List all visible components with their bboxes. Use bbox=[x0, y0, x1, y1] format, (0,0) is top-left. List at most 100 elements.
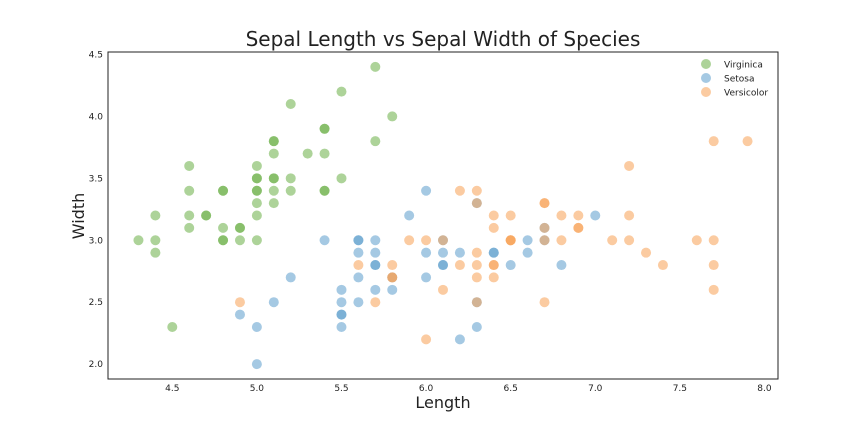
versicolor-point bbox=[607, 235, 618, 246]
setosa-point bbox=[353, 235, 364, 246]
virginica-point bbox=[302, 148, 313, 159]
virginica-point bbox=[370, 136, 381, 147]
virginica-point bbox=[285, 185, 296, 196]
setosa-point bbox=[234, 309, 245, 320]
setosa-point bbox=[522, 247, 533, 258]
x-tick-label: 8.0 bbox=[757, 384, 772, 394]
virginica-point bbox=[218, 235, 229, 246]
versicolor-point bbox=[471, 272, 482, 283]
virginica-point bbox=[251, 235, 262, 246]
setosa-point bbox=[353, 272, 364, 283]
versicolor-point bbox=[421, 334, 432, 345]
versicolor-point bbox=[573, 210, 584, 221]
setosa-point bbox=[370, 235, 381, 246]
y-tick-label: 3.5 bbox=[89, 174, 103, 184]
virginica-point bbox=[184, 222, 195, 233]
legend: Virginica Setosa Versicolor bbox=[701, 59, 768, 99]
setosa-point bbox=[319, 235, 330, 246]
versicolor-point bbox=[471, 297, 482, 308]
versicolor-point bbox=[438, 284, 448, 295]
versicolor-point bbox=[471, 198, 482, 209]
versicolor-point bbox=[471, 260, 482, 271]
setosa-point bbox=[353, 297, 364, 308]
setosa-point bbox=[370, 284, 381, 295]
virginica-point bbox=[285, 99, 296, 110]
virginica-point bbox=[201, 210, 212, 221]
versicolor-point bbox=[438, 235, 448, 246]
y-tick-label: 2.5 bbox=[89, 298, 103, 308]
setosa-point bbox=[251, 321, 262, 332]
versicolor-point bbox=[708, 284, 719, 295]
versicolor-point bbox=[641, 247, 652, 258]
virginica-point bbox=[268, 198, 279, 209]
versicolor-point bbox=[539, 235, 550, 246]
x-tick-label: 5.5 bbox=[334, 384, 348, 394]
virginica-point bbox=[319, 185, 330, 196]
versicolor-point bbox=[657, 260, 668, 271]
setosa-point bbox=[488, 247, 499, 258]
virginica-point bbox=[251, 198, 262, 209]
setosa-point bbox=[438, 260, 448, 271]
setosa-point bbox=[454, 247, 465, 258]
chart-title: Sepal Length vs Sepal Width of Species bbox=[246, 27, 641, 51]
virginica-point bbox=[251, 185, 262, 196]
setosa-point bbox=[421, 185, 432, 196]
versicolor-point bbox=[573, 222, 584, 233]
setosa-point bbox=[556, 260, 567, 271]
y-tick-label: 4.5 bbox=[89, 50, 103, 60]
virginica-point bbox=[184, 210, 195, 221]
versicolor-point bbox=[742, 136, 753, 147]
versicolor-point bbox=[708, 136, 719, 147]
virginica-point bbox=[251, 160, 262, 171]
setosa-point bbox=[454, 334, 465, 345]
virginica-point bbox=[268, 185, 279, 196]
virginica-point bbox=[336, 173, 347, 184]
versicolor-point bbox=[556, 210, 567, 221]
legend-label-setosa: Setosa bbox=[724, 75, 755, 85]
setosa-point bbox=[590, 210, 601, 221]
virginica-point bbox=[251, 210, 262, 221]
versicolor-point bbox=[471, 247, 482, 258]
versicolor-point bbox=[234, 297, 245, 308]
virginica-point bbox=[167, 321, 178, 332]
versicolor-point bbox=[691, 235, 702, 246]
versicolor-point bbox=[556, 235, 567, 246]
setosa-point bbox=[353, 247, 364, 258]
virginica-point bbox=[370, 61, 381, 72]
setosa-point bbox=[471, 321, 482, 332]
versicolor-point bbox=[539, 198, 550, 209]
versicolor-point bbox=[421, 235, 432, 246]
versicolor-point bbox=[404, 235, 415, 246]
y-tick-label: 4.0 bbox=[89, 112, 104, 122]
y-tick-label: 3.0 bbox=[89, 236, 104, 246]
x-tick-label: 4.5 bbox=[165, 384, 179, 394]
versicolor-point bbox=[539, 222, 550, 233]
virginica-point bbox=[234, 235, 245, 246]
virginica-point bbox=[319, 148, 330, 159]
setosa-point bbox=[387, 284, 398, 295]
versicolor-point bbox=[387, 260, 398, 271]
setosa-point bbox=[336, 321, 347, 332]
legend-marker-virginica bbox=[701, 59, 711, 69]
setosa-point bbox=[522, 235, 533, 246]
virginica-point bbox=[319, 123, 330, 134]
setosa-point bbox=[285, 272, 296, 283]
virginica-point bbox=[268, 173, 279, 184]
axis-ticks: 4.5 5.0 5.5 6.0 6.5 7.0 7.5 8.0 2.0 2.5 3.0 3.5 4.0 4… bbox=[89, 50, 772, 394]
versicolor-point bbox=[539, 297, 550, 308]
setosa-point bbox=[505, 260, 516, 271]
versicolor-point bbox=[505, 235, 516, 246]
x-tick-label: 7.5 bbox=[673, 384, 687, 394]
virginica-point bbox=[133, 235, 144, 246]
versicolor-point bbox=[708, 235, 719, 246]
setosa-point bbox=[421, 272, 432, 283]
plot-frame bbox=[107, 51, 779, 380]
versicolor-point bbox=[708, 260, 719, 271]
versicolor-point bbox=[454, 260, 465, 271]
virginica-point bbox=[234, 222, 245, 233]
setosa-point bbox=[251, 359, 262, 370]
versicolor-point bbox=[624, 160, 635, 171]
x-tick-label: 5.0 bbox=[250, 384, 265, 394]
x-tick-label: 6.5 bbox=[504, 384, 518, 394]
